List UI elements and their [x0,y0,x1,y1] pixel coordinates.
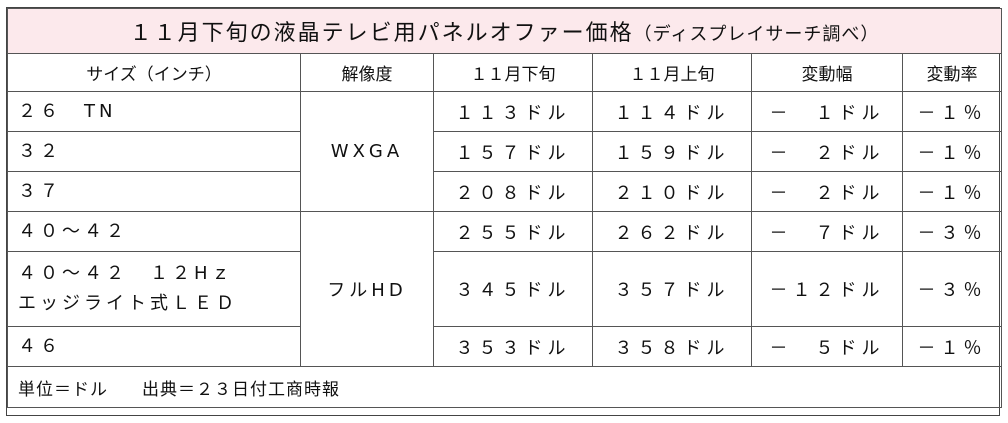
table-row: ３２ １５７ドル １５９ドル － ２ドル －１％ [7,131,1003,172]
early-nov-price: １５９ドル [592,131,752,172]
table-row: ４０～４２ １２Hｚ エッジライト式ＬＥＤ ３４５ドル ３５７ドル －１２ドル … [7,251,1003,327]
early-nov-price: ２６２ドル [592,211,752,252]
table-row: ２６ TN WXGA １１３ドル １１４ドル － １ドル －１％ [7,91,1003,212]
size-cell: ４０～４２ [7,211,301,252]
header-change-amount: 変動幅 [751,53,903,92]
size-cell: ３７ [7,171,301,212]
size-cell: ２６ TN [7,91,301,132]
late-nov-price: ２０８ドル [433,171,593,212]
table-title: １１月下旬の液晶テレビ用パネルオファー価格（ディスプレイサーチ調べ） [6,8,1003,54]
resolution-cell-wxga: WXGA [300,91,434,212]
price-table-frame: １１月下旬の液晶テレビ用パネルオファー価格（ディスプレイサーチ調べ） サイズ（イ… [6,7,1003,416]
early-nov-price: ２１０ドル [592,171,752,212]
change-rate: －１％ [901,131,1003,172]
late-nov-price: １５７ドル [433,131,593,172]
size-line-1: ４０～４２ １２Hｚ [18,263,234,284]
early-nov-price: ３５７ドル [592,251,752,327]
title-main: １１月下旬の液晶テレビ用パネルオファー価格 [129,21,634,46]
change-amount: －１２ドル [751,251,903,327]
header-size: サイズ（インチ） [7,53,301,92]
change-amount: － ２ドル [751,171,903,212]
header-change-rate: 変動率 [901,53,1003,92]
header-early-november: １１月上旬 [592,53,752,92]
size-line-2: エッジライト式ＬＥＤ [18,293,238,314]
title-source-note: （ディスプレイサーチ調べ） [633,24,880,45]
size-cell: ３２ [7,131,301,172]
change-rate: －１％ [901,171,1003,212]
change-rate: －１％ [901,91,1003,132]
table-footer: 単位＝ドル 出典＝２３日付工商時報 [6,366,1003,408]
table-row: ４６ ３５３ドル ３５８ドル － ５ドル －１％ [7,326,1003,367]
change-amount: － ７ドル [751,211,903,252]
late-nov-price: １１３ドル [433,91,593,132]
late-nov-price: ３５３ドル [433,326,593,367]
header-resolution: 解像度 [300,53,434,92]
panel-price-table: １１月下旬の液晶テレビ用パネルオファー価格（ディスプレイサーチ調べ） サイズ（イ… [6,8,1003,408]
header-row: サイズ（インチ） 解像度 １１月下旬 １１月上旬 変動幅 変動率 [7,53,1003,92]
early-nov-price: １１４ドル [592,91,752,132]
late-nov-price: ３４５ドル [433,251,593,327]
change-amount: － ５ドル [751,326,903,367]
title-row: １１月下旬の液晶テレビ用パネルオファー価格（ディスプレイサーチ調べ） [6,8,1003,54]
size-cell: ４０～４２ １２Hｚ エッジライト式ＬＥＤ [7,251,301,327]
table-row: ４０～４２ フルHD ２５５ドル ２６２ドル － ７ドル －３％ [7,211,1003,367]
size-cell: ４６ [7,326,301,367]
header-late-november: １１月下旬 [433,53,593,92]
change-rate: －１％ [901,326,1003,367]
change-amount: － ２ドル [751,131,903,172]
source-note: 出典＝２３日付工商時報 [142,379,340,400]
change-rate: －３％ [901,211,1003,252]
change-rate: －３％ [901,251,1003,327]
late-nov-price: ２５５ドル [433,211,593,252]
footer-row: 単位＝ドル 出典＝２３日付工商時報 [6,366,1003,408]
change-amount: － １ドル [751,91,903,132]
early-nov-price: ３５８ドル [592,326,752,367]
unit-note: 単位＝ドル [18,379,108,400]
resolution-cell-fullhd: フルHD [300,211,434,367]
table-row: ３７ ２０８ドル ２１０ドル － ２ドル －１％ [7,171,1003,212]
